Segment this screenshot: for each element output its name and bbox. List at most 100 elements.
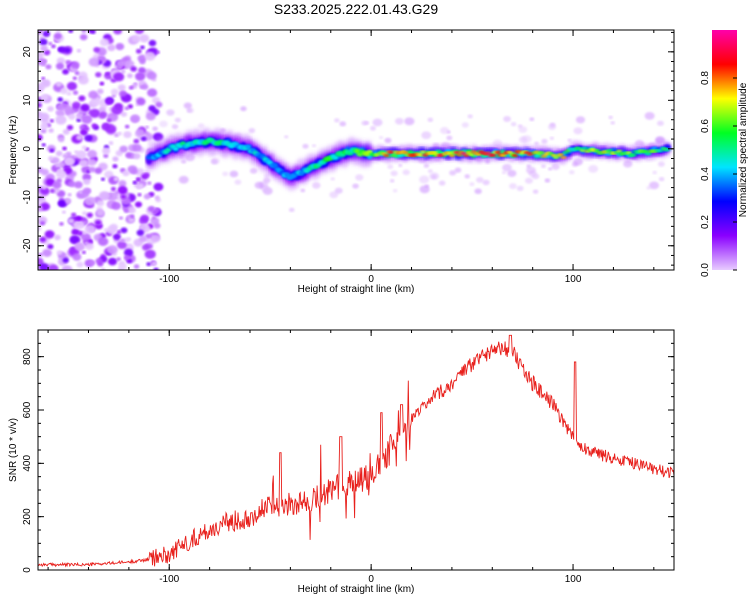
heatmap-noise-cell (56, 250, 63, 255)
snr-ticks: -100 0 100 0 200 400 600 800 (22, 329, 674, 585)
heatmap-noise-cell (138, 67, 146, 74)
heatmap-halo-cell (474, 188, 482, 195)
heatmap-noise-cell (54, 163, 60, 168)
heatmap-halo-cell (427, 117, 434, 122)
heatmap-halo-cell (372, 118, 383, 127)
heatmap-noise-cell (80, 103, 90, 112)
heatmap-noise-cell (139, 34, 150, 43)
heatmap-halo-cell (181, 159, 187, 164)
heatmap-noise-cell (64, 157, 75, 166)
heatmap-halo-cell (439, 127, 450, 134)
heatmap-ridge-cell (489, 153, 497, 157)
heatmap-noise-cell (85, 242, 94, 250)
heatmap-noise-cell (138, 235, 148, 243)
heatmap-noise-cell (42, 248, 52, 257)
spectrogram-y-tick-label: 0 (22, 146, 33, 152)
heatmap-ridge-cell (431, 151, 439, 155)
heatmap-halo-cell (384, 137, 392, 144)
heatmap-noise-cell (57, 136, 65, 143)
heatmap-halo-cell (438, 180, 446, 186)
snr-x-tick-label: 100 (565, 574, 582, 585)
heatmap-halo-cell (461, 122, 469, 128)
heatmap-halo-cell (518, 136, 528, 144)
heatmap-halo-cell (394, 117, 404, 125)
heatmap-noise-cell (89, 260, 96, 266)
heatmap-noise-cell (143, 193, 151, 200)
heatmap-noise-cell (117, 84, 126, 91)
spectrogram-y-tick-label: 20 (22, 46, 33, 58)
heatmap-halo-cell (610, 121, 615, 125)
spectrogram-y-axis-label: Frequency (Hz) (8, 116, 19, 185)
heatmap-halo-cell (492, 139, 503, 147)
heatmap-noise-cell (98, 106, 107, 113)
spectrogram-x-tick-label: 100 (565, 274, 582, 285)
heatmap-halo-cell (229, 170, 239, 178)
heatmap-noise-cell (136, 97, 146, 106)
colorbar-tick-label: 0.6 (700, 119, 711, 133)
heatmap-noise-cell (75, 215, 82, 221)
heatmap-ridge-cell (271, 163, 279, 168)
heatmap-ridge-cell (446, 152, 453, 155)
heatmap-halo-cell (446, 135, 453, 141)
heatmap-noise-cell (38, 51, 44, 59)
heatmap-halo-cell (623, 160, 633, 168)
heatmap-noise-cell (97, 237, 109, 246)
heatmap-noise-cell (140, 214, 150, 223)
heatmap-noise-cell (153, 267, 159, 270)
heatmap-ridge-cell (419, 150, 427, 154)
heatmap-halo-cell (571, 161, 579, 167)
heatmap-noise-cell (112, 233, 121, 241)
heatmap-halo-cell (655, 137, 664, 144)
heatmap-noise-cell (67, 180, 76, 188)
heatmap-noise-cell (49, 188, 55, 194)
heatmap-noise-cell (131, 34, 141, 43)
colorbar-tick-label: 0.0 (700, 263, 711, 277)
heatmap-ridge-cell (560, 156, 567, 159)
heatmap-halo-cell (392, 188, 398, 193)
heatmap-noise-cell (145, 125, 149, 129)
heatmap-noise-layer (38, 30, 666, 270)
heatmap-noise-cell (116, 229, 122, 234)
heatmap-noise-cell (135, 168, 145, 176)
heatmap-halo-cell (379, 136, 384, 140)
heatmap-ridge-cell (562, 151, 569, 154)
heatmap-noise-cell (45, 64, 52, 70)
heatmap-noise-cell (41, 185, 47, 190)
heatmap-noise-cell (38, 134, 43, 141)
heatmap-noise-cell (62, 103, 68, 108)
heatmap-noise-cell (150, 234, 161, 243)
heatmap-noise-cell (103, 153, 109, 158)
heatmap-noise-cell (120, 227, 128, 234)
heatmap-halo-cell (427, 169, 433, 174)
heatmap-halo-cell (418, 175, 430, 184)
heatmap-noise-cell (121, 69, 126, 74)
heatmap-halo-cell (529, 117, 535, 122)
heatmap-noise-cell (148, 39, 157, 47)
heatmap-noise-cell (139, 85, 145, 89)
heatmap-halo-cell (569, 170, 575, 175)
heatmap-noise-cell (124, 60, 135, 69)
heatmap-halo-cell (648, 181, 660, 190)
heatmap-ridge-cell (485, 151, 492, 155)
heatmap-halo-cell (254, 181, 264, 189)
heatmap-noise-cell (90, 97, 101, 107)
heatmap-halo-cell (334, 118, 340, 123)
heatmap-halo-cell (544, 178, 551, 183)
heatmap-noise-cell (68, 30, 74, 34)
heatmap-noise-cell (134, 201, 143, 208)
heatmap-halo-cell (183, 102, 192, 109)
heatmap-ridge-cell (402, 151, 410, 155)
heatmap-noise-cell (132, 143, 142, 152)
heatmap-halo-cell (588, 165, 599, 173)
heatmap-halo-cell (222, 171, 229, 177)
heatmap-noise-cell (86, 149, 98, 159)
heatmap-noise-cell (88, 90, 99, 99)
heatmap-noise-cell (99, 191, 110, 200)
heatmap-noise-cell (105, 124, 117, 134)
heatmap-noise-cell (144, 249, 156, 259)
heatmap-noise-cell (98, 50, 105, 56)
heatmap-noise-cell (124, 124, 130, 129)
heatmap-noise-cell (121, 196, 131, 206)
heatmap-ridge-cell (468, 153, 475, 156)
heatmap-noise-cell (57, 46, 66, 54)
